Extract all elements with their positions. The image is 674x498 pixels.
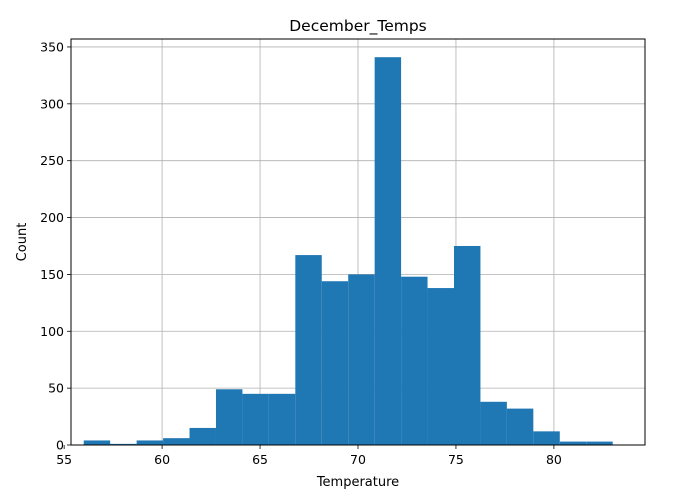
x-axis-label: Temperature <box>316 475 399 490</box>
chart-title: December_Temps <box>289 17 427 36</box>
histogram-bar <box>506 408 534 445</box>
histogram-bars <box>83 57 613 446</box>
y-tick-label: 300 <box>40 96 64 111</box>
histogram-bar <box>453 245 481 445</box>
y-tick-label: 0 <box>56 438 64 453</box>
histogram-bar <box>533 431 560 445</box>
x-tick-label: 70 <box>350 452 366 467</box>
histogram-bar <box>427 288 454 445</box>
histogram-bar <box>110 443 137 445</box>
x-tick-label: 65 <box>252 452 268 467</box>
y-tick-label: 100 <box>40 324 64 339</box>
y-tick-label: 50 <box>48 381 64 396</box>
histogram-bar <box>83 440 111 445</box>
histogram-bar <box>559 441 587 445</box>
y-tick-label: 200 <box>40 210 64 225</box>
y-tick-label: 350 <box>40 39 64 54</box>
x-tick-label: 75 <box>448 452 464 467</box>
x-tick-label: 55 <box>56 452 72 467</box>
histogram-bar <box>348 274 375 445</box>
histogram-bar <box>136 440 164 445</box>
y-tick-label: 150 <box>40 267 64 282</box>
histogram-bar <box>374 57 402 446</box>
x-tick-label: 60 <box>154 452 170 467</box>
y-tick-label: 250 <box>40 153 64 168</box>
histogram-bar <box>401 276 428 445</box>
histogram-bar <box>268 393 296 445</box>
x-tick-label: 80 <box>546 452 562 467</box>
histogram-bar <box>586 441 613 445</box>
y-axis-ticks: 0 50 100 150 200 250 300 350 <box>40 39 71 453</box>
histogram-bar <box>242 393 269 445</box>
histogram-bar <box>163 438 190 445</box>
x-axis-ticks: 55 60 65 70 75 80 <box>56 445 562 467</box>
histogram-bar <box>215 389 243 445</box>
histogram-bar <box>480 401 507 445</box>
histogram-bar <box>321 281 349 445</box>
histogram-bar <box>189 427 216 445</box>
histogram-bar <box>295 255 322 445</box>
y-axis-label: Count <box>15 223 30 262</box>
